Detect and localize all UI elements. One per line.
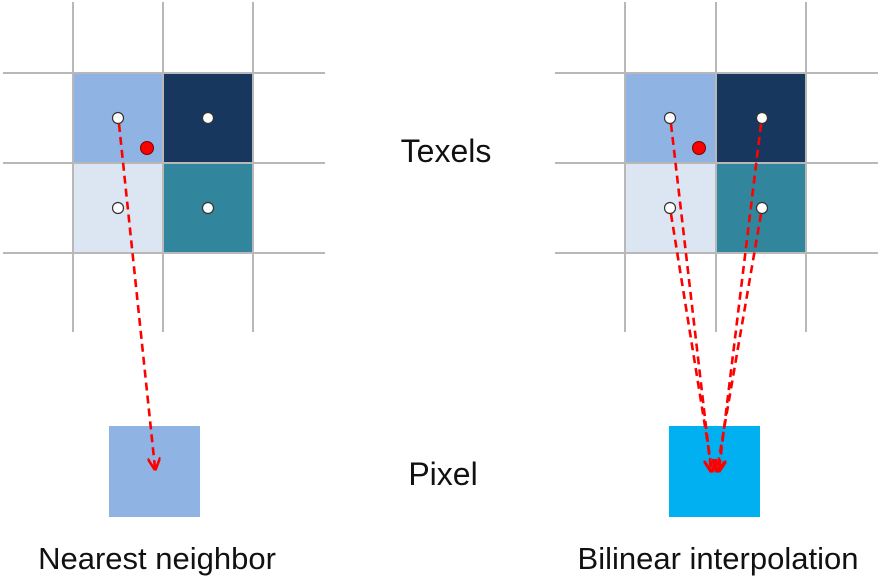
- texel-center-point: [665, 113, 676, 124]
- nearest-neighbor-caption: Nearest neighbor: [38, 541, 276, 576]
- texel-center-point: [757, 203, 768, 214]
- grid-lines-right: [555, 2, 878, 332]
- texel-grid-right: [555, 2, 878, 332]
- pixel-nearest: [109, 426, 200, 517]
- texel-center-point: [203, 203, 214, 214]
- sample-point-left: [141, 142, 154, 155]
- texel-center-point: [113, 113, 124, 124]
- texels-label: Texels: [401, 133, 492, 169]
- bilinear-panel: [555, 2, 878, 517]
- pixel-bilinear: [669, 426, 760, 517]
- texel-center-point: [757, 113, 768, 124]
- texel-center-point: [203, 113, 214, 124]
- texel-center-point: [665, 203, 676, 214]
- nearest-panel: [3, 2, 325, 517]
- texel-grid-left: [3, 2, 325, 332]
- sample-point-right: [693, 142, 706, 155]
- texel-center-point: [113, 203, 124, 214]
- grid-lines-left: [3, 2, 325, 332]
- bilinear-interpolation-caption: Bilinear interpolation: [578, 541, 859, 576]
- pixel-label: Pixel: [408, 456, 477, 492]
